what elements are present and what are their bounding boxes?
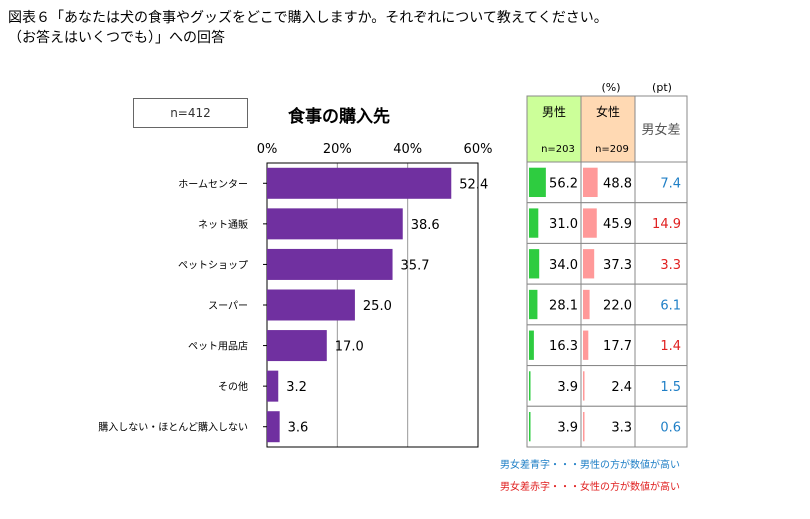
male-cell	[526, 405, 582, 448]
bar-value-label: 38.6	[411, 218, 440, 233]
diff-value: 1.4	[660, 339, 681, 354]
category-label: その他	[218, 380, 248, 393]
category-label: ペット用品店	[188, 340, 248, 353]
female-value: 2.4	[611, 380, 632, 395]
bar-value-label: 52.4	[459, 177, 488, 192]
female-mini-bar	[583, 371, 585, 401]
male-value: 16.3	[549, 339, 578, 354]
female-n-label: n=209	[595, 144, 629, 155]
diff-value: 1.5	[660, 380, 681, 395]
diff-cell	[634, 202, 688, 244]
figure-title-line1: 図表６「あなたは犬の食事やグッズをどこで購入しますか。それぞれについて教えてくだ…	[8, 10, 608, 26]
category-label: ペットショップ	[178, 259, 248, 271]
male-mini-bar	[529, 167, 546, 198]
male-header-label: 男性	[542, 105, 566, 119]
female-cell	[580, 405, 636, 448]
figure-title-line2: （お答えはいくつでも）」への回答	[8, 30, 225, 46]
male-mini-bar	[529, 249, 540, 279]
female-value: 3.3	[611, 421, 632, 436]
diff-cell	[634, 161, 688, 204]
x-tick-label: 0%	[257, 142, 278, 157]
female-mini-bar	[583, 411, 585, 442]
female-header-label: 女性	[596, 104, 620, 119]
male-value: 31.0	[549, 217, 578, 232]
category-label: スーパー	[208, 300, 248, 312]
diff-cell	[634, 365, 688, 407]
male-value: 28.1	[549, 299, 578, 314]
female-mini-bar	[583, 289, 590, 320]
male-value: 56.2	[549, 176, 578, 191]
female-value: 37.3	[603, 258, 632, 273]
male-n-label: n=203	[541, 144, 575, 155]
male-value: 34.0	[549, 258, 578, 273]
female-mini-bar	[583, 249, 595, 279]
male-mini-bar	[529, 411, 531, 442]
male-value: 3.9	[557, 380, 578, 395]
bar-value-label: 3.2	[286, 380, 307, 395]
legend-blue-note: 男女差青字・・・男性の方が数値が高い	[500, 460, 680, 471]
female-header-cell	[580, 95, 636, 163]
bar-value-label: 25.0	[363, 299, 392, 314]
x-tick-label: 40%	[393, 142, 422, 157]
bar-value-label: 17.0	[335, 340, 364, 355]
diff-cell	[634, 283, 688, 326]
male-mini-bar	[529, 330, 534, 360]
male-mini-bar	[529, 289, 538, 320]
bar	[267, 208, 403, 240]
bar	[267, 167, 452, 199]
chart-title: 食事の購入先	[288, 107, 390, 127]
male-mini-bar	[529, 208, 539, 238]
female-mini-bar	[583, 208, 597, 238]
diff-header-cell	[634, 95, 688, 163]
diff-cell	[634, 405, 688, 448]
category-label: ネット通販	[198, 219, 248, 231]
bar-value-label: 3.6	[288, 421, 309, 436]
sample-size-box: n=412	[133, 98, 248, 128]
category-label: 購入しない・ほとんど購入しない	[98, 421, 248, 434]
bar	[267, 289, 355, 321]
bar	[267, 370, 279, 402]
unit-pct-label: (%)	[601, 81, 620, 94]
diff-value: 14.9	[652, 217, 681, 232]
female-value: 17.7	[603, 339, 632, 354]
x-tick-label: 20%	[323, 142, 352, 157]
female-cell	[580, 283, 636, 326]
bar	[267, 248, 393, 280]
female-mini-bar	[583, 167, 598, 198]
unit-pt-label: (pt)	[652, 81, 672, 94]
female-cell	[580, 365, 636, 407]
female-mini-bar	[583, 330, 589, 360]
diff-cell	[634, 324, 688, 367]
female-value: 22.0	[603, 299, 632, 314]
male-value: 3.9	[557, 421, 578, 436]
female-value: 45.9	[603, 217, 632, 232]
figure-title: 図表６「あなたは犬の食事やグッズをどこで購入しますか。それぞれについて教えてくだ…	[8, 8, 608, 48]
female-value: 48.8	[603, 176, 632, 191]
bar	[267, 411, 280, 443]
male-mini-bar	[529, 371, 531, 401]
bar-value-label: 35.7	[401, 258, 430, 273]
x-tick-label: 60%	[464, 142, 493, 157]
diff-value: 7.4	[660, 176, 681, 191]
legend-red-note: 男女差赤字・・・女性の方が数値が高い	[500, 482, 680, 493]
bar	[267, 330, 327, 362]
diff-header-label: 男女差	[641, 122, 680, 138]
category-label: ホームセンター	[178, 178, 248, 190]
diff-value: 0.6	[660, 421, 681, 436]
diff-value: 6.1	[660, 299, 681, 314]
diff-value: 3.3	[660, 258, 681, 273]
